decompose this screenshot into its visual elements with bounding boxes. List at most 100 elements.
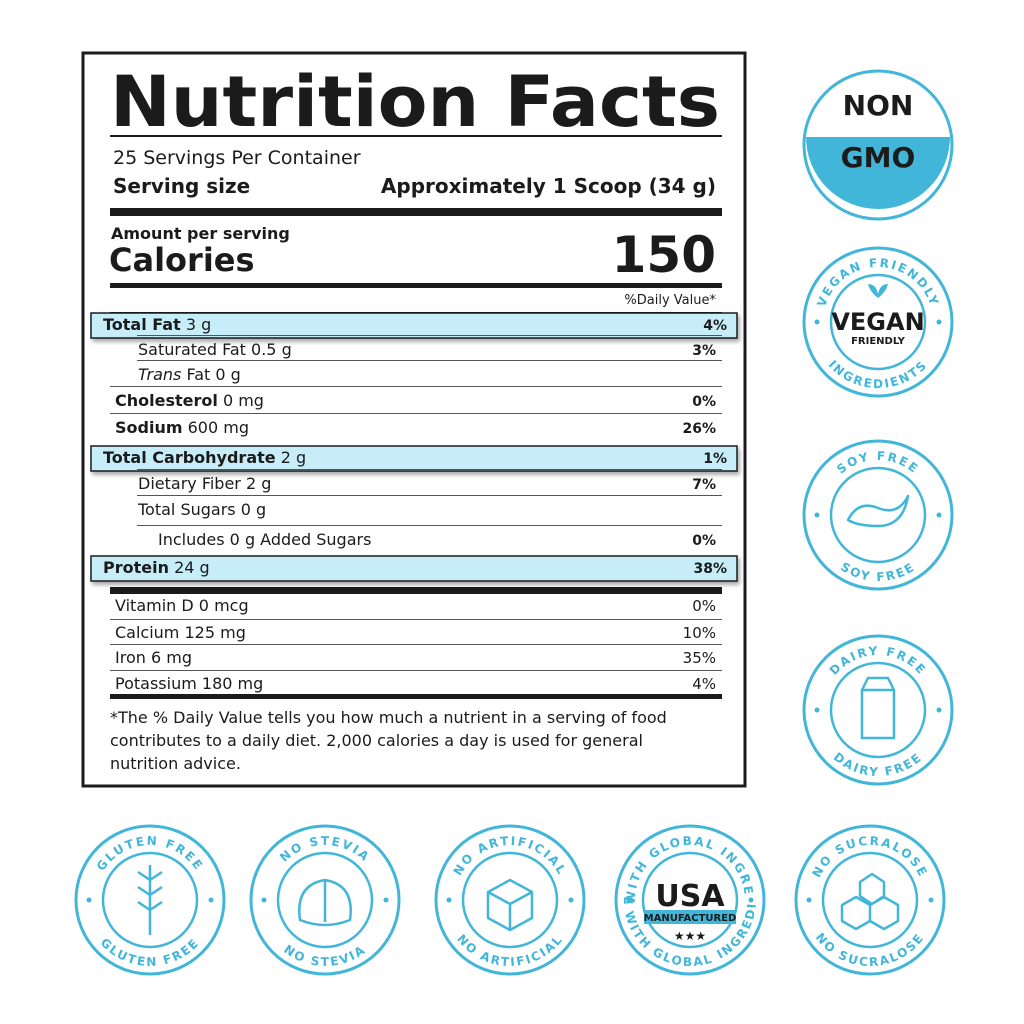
badge-ring [434, 824, 586, 976]
footnote-line: nutrition advice. [110, 754, 241, 773]
thick-rule [110, 587, 722, 594]
badge-dot [261, 897, 267, 903]
badge-fill [806, 137, 950, 209]
badge-top-text: SOY FREE [834, 449, 920, 477]
row-rule [110, 413, 722, 414]
row-rule [110, 619, 722, 620]
nutrient-rows: Total Fat 3 g 4% Saturated Fat 0.5 g 3% Tran… [90, 312, 738, 773]
badge-dot [814, 707, 820, 713]
badge-dot [446, 897, 452, 903]
row-rule [137, 525, 722, 526]
daily-value: 1% [703, 451, 727, 467]
vitamin-label: Iron 6 mg [115, 648, 192, 667]
nutrient-label: Protein 24 g [103, 558, 210, 577]
daily-value: 3% [692, 343, 716, 359]
vitamin-label: Vitamin D 0 mcg [115, 596, 249, 615]
badge-dot [928, 897, 934, 903]
vitamin-amount: 0 mcg [199, 596, 249, 615]
daily-value: 10% [683, 624, 716, 642]
daily-value: 7% [692, 477, 716, 493]
badge-inner-ring [641, 851, 739, 949]
nutrient-amount: 0 mg [223, 391, 264, 410]
badge-dot [806, 897, 812, 903]
nutrient-name: Cholesterol [115, 391, 218, 410]
badge-arc-text: SOY FREE [834, 449, 922, 477]
badge-word: VEGAN [831, 308, 924, 336]
badge-inner-ring [276, 851, 374, 949]
badge-icon [298, 878, 352, 927]
badge-arc-text: DAIRY FREE [827, 644, 930, 678]
badge-ring [74, 824, 226, 976]
vitamin-amount: 125 mg [184, 623, 245, 642]
nutrient-label: Total Fat 3 g [103, 315, 211, 334]
nutrient-amount: 2 g [246, 474, 271, 493]
badge-inner-ring [101, 851, 199, 949]
badge-top-text: NO STEVIA [277, 834, 371, 865]
daily-value: 26% [682, 421, 716, 437]
calories-label: Calories [109, 241, 255, 279]
badge-inner-ring [829, 661, 927, 759]
badge-dot [936, 512, 942, 518]
vitamin-name: Calcium [115, 623, 179, 642]
badge-dot [814, 319, 820, 325]
badge-ring [794, 824, 946, 976]
nutrient-amount: 2 g [281, 448, 306, 467]
stars: ★★★ [674, 929, 706, 943]
leaf-icon [868, 284, 888, 298]
nutrient-amount: 0 g [215, 365, 240, 384]
badge-inner-ring [461, 851, 559, 949]
nutrient-name: Dietary Fiber [138, 474, 241, 493]
calories-value: 150 [612, 226, 716, 284]
nutrient-name: Total Carbohydrate [103, 448, 276, 467]
badge-word: USA [655, 879, 725, 914]
row-rule [110, 386, 722, 387]
daily-value: 38% [693, 561, 727, 577]
daily-value-header: %Daily Value* [624, 293, 716, 308]
badge-ring [802, 246, 954, 398]
vitamin-name: Potassium [115, 674, 197, 693]
nutrient-label: Dietary Fiber 2 g [138, 474, 271, 493]
serving-size-label: Serving size [113, 174, 250, 198]
row-rule [137, 335, 722, 336]
nutrient-name: Sodium [115, 418, 183, 437]
badge-inner-ring [829, 466, 927, 564]
badge-dot [208, 897, 214, 903]
daily-value: 0% [692, 597, 716, 615]
nutrient-label: Includes 0 g Added Sugars [158, 530, 371, 549]
servings: 25 Servings Per Container [113, 147, 361, 169]
nutrient-name: Saturated Fat [138, 340, 246, 359]
nutrient-amount: 600 mg [188, 418, 249, 437]
badge-inner-ring [821, 851, 919, 949]
medium-rule [110, 283, 722, 288]
rule [110, 135, 722, 137]
banner [644, 910, 736, 924]
badge-icon [486, 878, 534, 932]
vitamin-amount: 6 mg [151, 648, 192, 667]
daily-value: 4% [703, 318, 727, 334]
badge-ring [802, 634, 954, 786]
badge-ring [249, 824, 401, 976]
badge-word: NON [843, 89, 914, 122]
nutrient-label: Cholesterol 0 mg [115, 391, 264, 410]
vitamin-name: Iron [115, 648, 146, 667]
nutrient-amount: 24 g [174, 558, 210, 577]
badge-word: FRIENDLY [851, 336, 906, 347]
nutrient-name: Total Sugars [137, 500, 236, 519]
nutrient-label: Total Carbohydrate 2 g [103, 448, 306, 467]
nutrient-amount: 0 g Added Sugars [230, 530, 372, 549]
badge-icon [846, 494, 910, 528]
badge-top-text: DAIRY FREE [827, 644, 928, 678]
nutrient-name: Fat [186, 365, 210, 384]
daily-value: 35% [683, 649, 716, 667]
row-rule [137, 495, 722, 496]
badge-dot [568, 897, 574, 903]
badge-icon [840, 872, 900, 931]
nutrient-label: Sodium 600 mg [115, 418, 249, 437]
badge-word: GMO [841, 141, 916, 174]
nutrient-amount: 0 g [241, 500, 266, 519]
medium-rule [110, 694, 722, 699]
daily-value: 4% [692, 675, 716, 693]
badge-arc-text: NO STEVIA [277, 834, 373, 865]
